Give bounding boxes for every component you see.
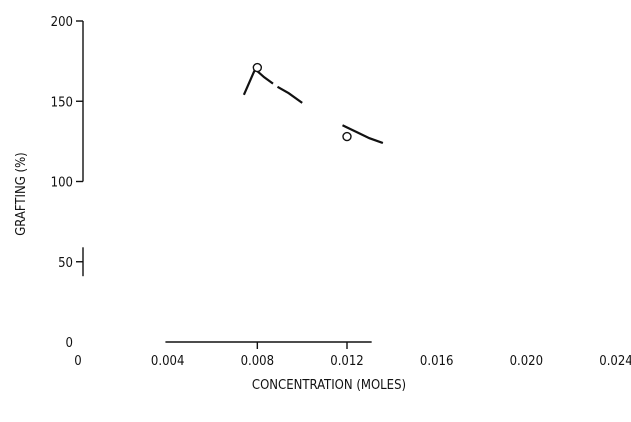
x-tick-label: 0.016 xyxy=(420,354,453,369)
y-axis: 0 50 100 150 200 xyxy=(51,15,84,351)
curve-segment xyxy=(276,85,303,104)
x-axis-title: CONCENTRATION (MOLES) xyxy=(252,378,406,393)
x-tick-label: 0.024 xyxy=(599,354,631,369)
y-axis-title: GRAFTING (%) xyxy=(14,152,29,236)
plot-area xyxy=(242,62,384,145)
x-tick-label: 0.004 xyxy=(151,354,184,369)
x-tick-label: 0.008 xyxy=(241,354,274,369)
y-tick-label: 150 xyxy=(51,95,73,110)
x-tick-label: 0.020 xyxy=(510,354,543,369)
data-point xyxy=(342,131,352,142)
curve-segment xyxy=(342,124,384,145)
y-tick-label: 200 xyxy=(51,15,73,30)
curve-segment xyxy=(242,67,274,96)
x-tick-label: 0.012 xyxy=(330,354,363,369)
data-point xyxy=(252,62,263,73)
y-tick-label: 0 xyxy=(66,336,73,351)
y-tick-label: 50 xyxy=(58,256,73,271)
x-axis: 0 0.004 0.008 0.012 0.016 0.020 0.024 xyxy=(74,341,631,369)
x-tick-label: 0 xyxy=(74,354,81,369)
y-tick-label: 100 xyxy=(51,176,73,191)
